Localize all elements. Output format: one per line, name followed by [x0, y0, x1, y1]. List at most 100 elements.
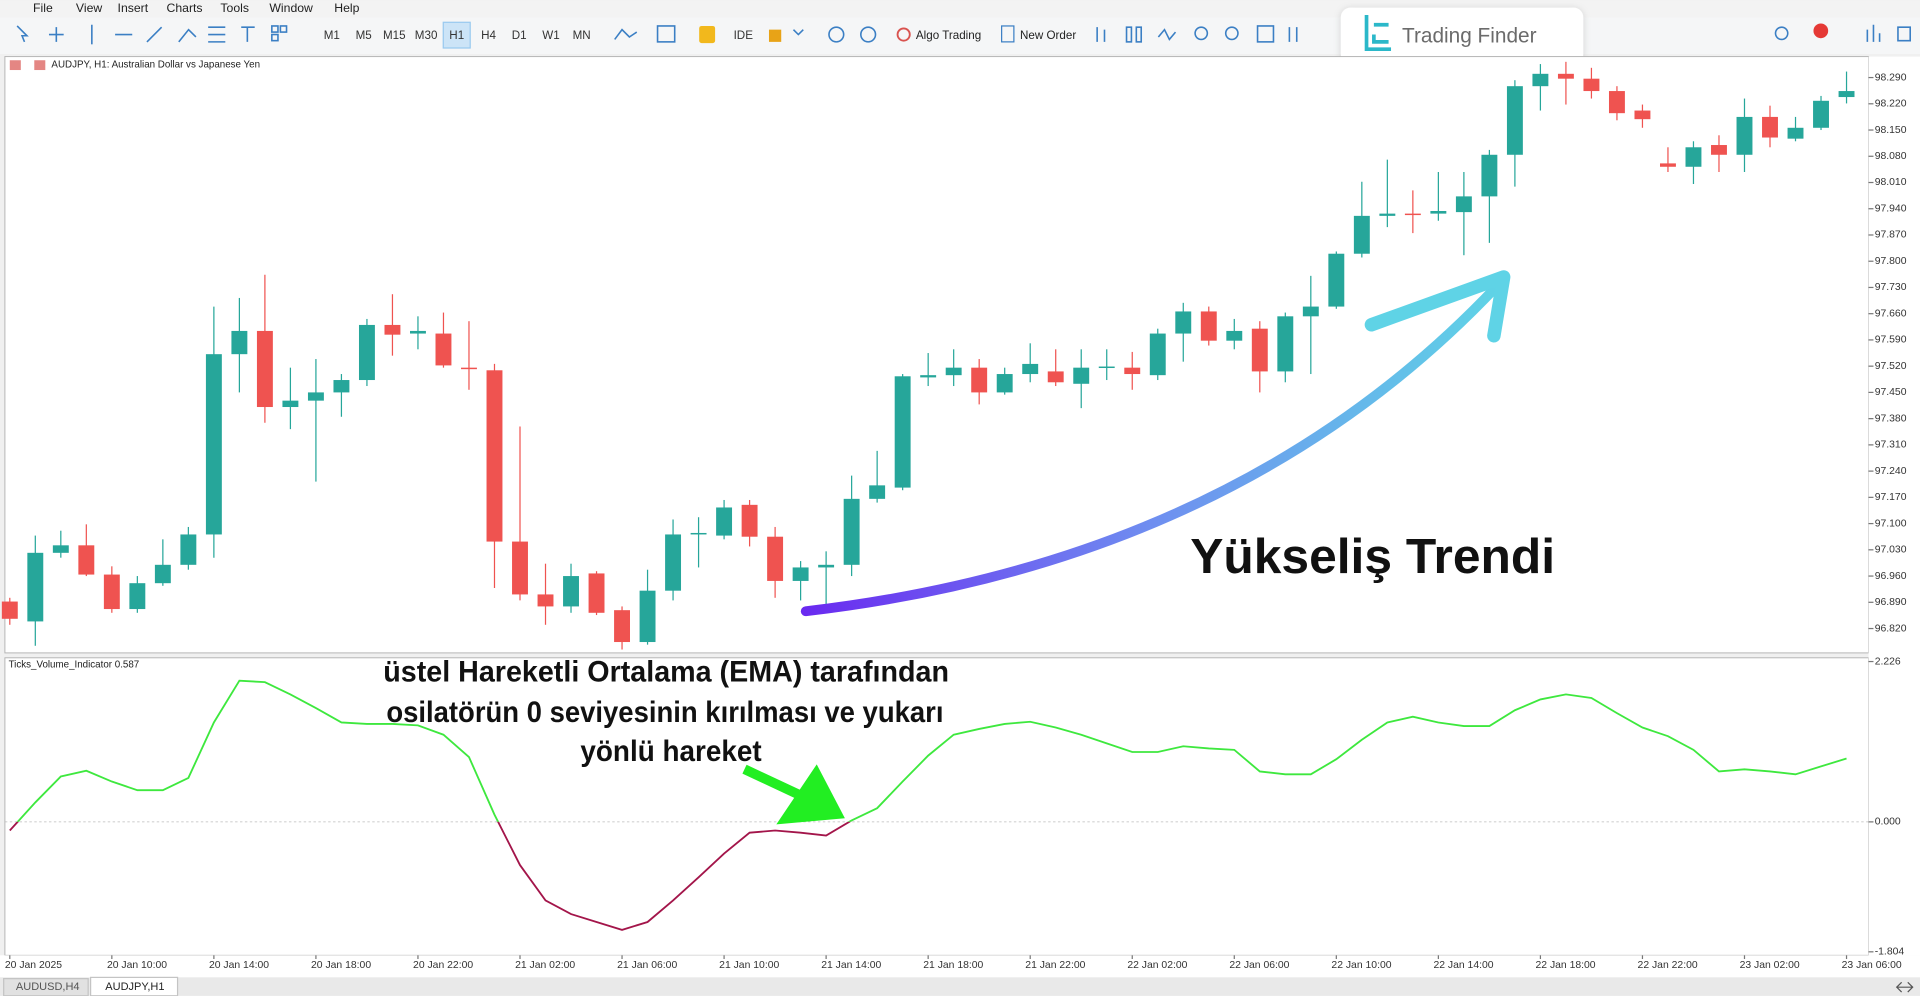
x-tick-label: 20 Jan 10:00	[107, 960, 167, 971]
icon-algo[interactable]	[896, 27, 911, 42]
symbol-icon	[34, 60, 46, 71]
candle-body	[1506, 86, 1523, 155]
candle-body	[1557, 73, 1574, 79]
candle-body	[1711, 145, 1727, 155]
x-tick-label: 21 Jan 22:00	[1025, 960, 1085, 971]
candle-body	[78, 545, 95, 575]
candle-body	[1149, 333, 1166, 376]
menu-item[interactable]: Insert	[118, 1, 149, 15]
timeframe[interactable]: M5	[356, 29, 372, 42]
candle-body	[1685, 147, 1702, 167]
candle-body	[1328, 253, 1345, 307]
x-tick-label: 22 Jan 02:00	[1127, 960, 1187, 971]
x-tick-label: 21 Jan 14:00	[821, 960, 881, 971]
y-tick-label: 96.820	[1875, 623, 1907, 634]
timeframe[interactable]: W1	[542, 29, 559, 42]
timeframe[interactable]: D1	[512, 29, 527, 42]
x-tick-label: 23 Jan 06:00	[1842, 960, 1902, 971]
candle-body	[1583, 78, 1600, 92]
note-line: üstel Hareketli Ortalama (EMA) tarafında…	[383, 655, 949, 688]
candle-body	[537, 594, 554, 607]
candle-body	[614, 610, 630, 643]
candle-body	[486, 370, 503, 542]
candle-body	[1762, 116, 1778, 138]
menu-item[interactable]: File	[33, 1, 53, 15]
timeframe[interactable]: M1	[324, 29, 340, 42]
candle-body	[307, 392, 324, 401]
candle-body	[971, 367, 988, 393]
candle-body	[103, 574, 120, 610]
tab-label[interactable]: AUDJPY,H1	[105, 981, 164, 993]
chart-title: AUDJPY, H1: Australian Dollar vs Japanes…	[51, 60, 260, 71]
y-tick-label: 98.010	[1875, 177, 1907, 188]
toolbar-icons	[16, 24, 1912, 45]
y-tick-label: 98.220	[1875, 99, 1907, 110]
timeframe[interactable]: MN	[573, 29, 591, 42]
menu-item[interactable]: Help	[334, 1, 359, 15]
price-axis	[1868, 56, 1920, 956]
x-tick-label: 22 Jan 18:00	[1536, 960, 1596, 971]
candle-body	[563, 576, 579, 607]
note-line: yönlü hareket	[580, 735, 761, 768]
logo-box	[1340, 7, 1584, 64]
candle-body	[665, 534, 682, 591]
candle-body	[716, 507, 733, 536]
menu-item[interactable]: View	[76, 1, 102, 15]
trend-arrow	[800, 281, 1502, 617]
candle-body	[1124, 367, 1141, 375]
candle-body	[52, 545, 69, 553]
x-tick-label: 20 Jan 18:00	[311, 960, 371, 971]
candle-body	[1455, 196, 1472, 213]
candle-body	[639, 590, 656, 643]
tab-label[interactable]: AUDUSD,H4	[16, 981, 80, 993]
candle-body	[1379, 213, 1396, 216]
icon-order[interactable]	[1001, 25, 1015, 43]
candle-body	[1787, 127, 1804, 139]
y-tick-label: 97.170	[1875, 492, 1907, 503]
candle-body	[1226, 330, 1243, 341]
y-tick-label: 97.660	[1875, 308, 1907, 319]
indicator-line-positive	[16, 679, 1847, 822]
y-tick-label: 96.960	[1875, 571, 1907, 582]
timeframe[interactable]: M30	[415, 29, 438, 42]
y-tick-label: 97.520	[1875, 361, 1907, 372]
menu-item[interactable]: Window	[269, 1, 313, 15]
candle-body	[1, 601, 18, 619]
toolbar-button[interactable]: New Order	[1020, 29, 1076, 42]
tab-scroll[interactable]	[1895, 981, 1914, 993]
candle-body	[1022, 363, 1039, 375]
candle-body	[205, 354, 222, 535]
timeframe[interactable]: M15	[383, 29, 406, 42]
indicator-title: Ticks_Volume_Indicator 0.587	[9, 660, 140, 671]
menu-item[interactable]: Charts	[167, 1, 203, 15]
y-tick-label: 97.240	[1875, 466, 1907, 477]
candle-body	[945, 367, 962, 376]
candle-body	[1404, 213, 1421, 216]
x-tick-label: 22 Jan 06:00	[1229, 960, 1289, 971]
timeframe[interactable]: H4	[481, 29, 496, 42]
y-tick-label: 97.310	[1875, 440, 1907, 451]
candle-body	[1608, 91, 1625, 114]
y-tick-label: 0.000	[1875, 817, 1901, 828]
x-tick-label: 23 Jan 02:00	[1740, 960, 1800, 971]
candle-body	[1532, 73, 1549, 87]
candle-body	[1277, 316, 1294, 372]
symbol-icon	[9, 60, 21, 71]
candle-body	[690, 532, 707, 535]
price-pane	[4, 56, 1870, 654]
toolbar-button[interactable]: Algo Trading	[916, 29, 981, 42]
active-timeframe	[442, 21, 471, 49]
candle-body	[1047, 371, 1064, 383]
menu-item[interactable]: Tools	[220, 1, 249, 15]
y-tick-label: 97.730	[1875, 282, 1907, 293]
timeframe[interactable]: H1	[449, 29, 464, 42]
candle-body	[256, 330, 273, 408]
toolbar-button[interactable]: IDE	[734, 29, 754, 42]
y-tick-label: 97.800	[1875, 256, 1907, 267]
candle-body	[996, 374, 1013, 393]
candle-body	[1353, 215, 1370, 254]
candle-body	[843, 498, 860, 565]
candle-body	[129, 583, 146, 610]
candle-body	[869, 485, 886, 499]
